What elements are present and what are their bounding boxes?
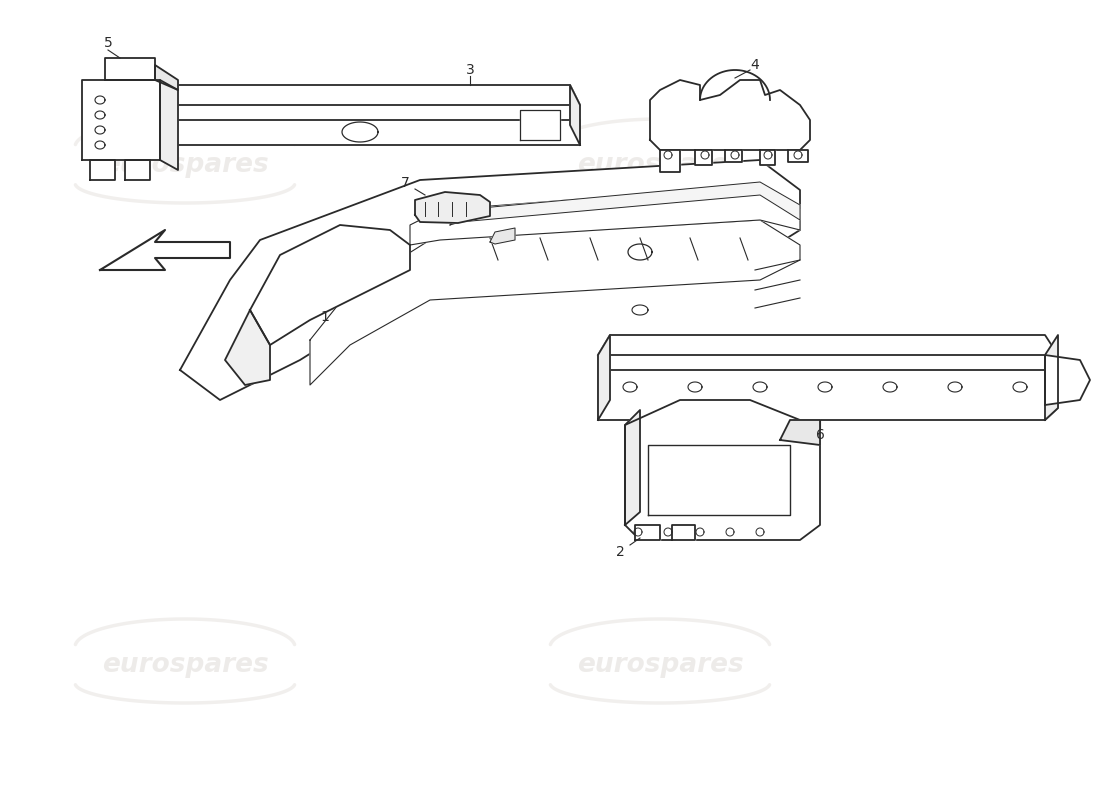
Text: 6: 6: [815, 428, 824, 442]
Polygon shape: [410, 185, 800, 245]
Polygon shape: [788, 150, 808, 162]
Text: eurospares: eurospares: [101, 152, 268, 178]
Polygon shape: [155, 65, 178, 90]
Polygon shape: [310, 220, 800, 385]
Polygon shape: [650, 80, 810, 150]
Polygon shape: [672, 525, 695, 540]
Polygon shape: [760, 150, 775, 165]
Polygon shape: [570, 85, 580, 145]
Polygon shape: [415, 192, 490, 223]
Text: 5: 5: [103, 36, 112, 50]
Polygon shape: [648, 445, 790, 515]
Text: eurospares: eurospares: [576, 152, 744, 178]
Polygon shape: [1045, 335, 1058, 420]
Polygon shape: [625, 410, 640, 525]
Text: 2: 2: [616, 545, 625, 559]
Text: eurospares: eurospares: [101, 652, 268, 678]
Polygon shape: [635, 525, 660, 540]
Polygon shape: [598, 335, 1058, 370]
Polygon shape: [625, 400, 820, 540]
Polygon shape: [165, 105, 580, 145]
Polygon shape: [180, 160, 800, 400]
Polygon shape: [165, 85, 175, 145]
Polygon shape: [725, 150, 742, 162]
Text: eurospares: eurospares: [576, 652, 744, 678]
Text: 4: 4: [750, 58, 759, 72]
Polygon shape: [695, 150, 712, 165]
Polygon shape: [520, 110, 560, 140]
Polygon shape: [250, 225, 410, 345]
Polygon shape: [226, 310, 270, 385]
Polygon shape: [100, 230, 230, 270]
Polygon shape: [450, 182, 800, 225]
Polygon shape: [90, 160, 116, 180]
Polygon shape: [160, 80, 178, 170]
Polygon shape: [1045, 355, 1090, 405]
Polygon shape: [165, 85, 580, 120]
Polygon shape: [104, 58, 155, 80]
Polygon shape: [598, 335, 611, 420]
Text: 3: 3: [465, 63, 474, 77]
Text: 7: 7: [400, 176, 409, 190]
Text: 1: 1: [320, 310, 329, 324]
Polygon shape: [598, 355, 1058, 420]
Polygon shape: [660, 150, 680, 172]
Polygon shape: [82, 80, 160, 160]
Polygon shape: [490, 228, 515, 244]
Polygon shape: [125, 160, 150, 180]
Polygon shape: [780, 420, 820, 445]
